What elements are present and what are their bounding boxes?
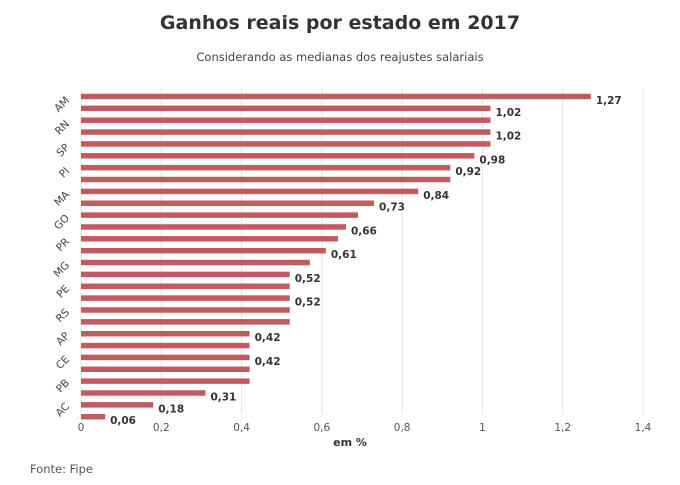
bar [81, 271, 290, 278]
bar [81, 212, 358, 218]
bar [81, 330, 250, 337]
bar [81, 295, 290, 301]
category-label: SP [54, 142, 72, 160]
bar [81, 164, 451, 171]
category-label: PR [54, 236, 72, 254]
x-tick-label: 1,4 [635, 422, 652, 434]
bar [81, 283, 290, 290]
category-label: CE [54, 354, 72, 372]
data-label: 0,42 [255, 356, 281, 368]
bar [81, 105, 491, 112]
category-label: GO [52, 212, 72, 232]
data-label: 0,52 [295, 297, 321, 309]
x-axis-label: em % [333, 436, 367, 449]
data-label: 1,02 [495, 131, 521, 143]
x-axis-ticks: 0 0,2 0,4 0,6 0,8 1 1,2 1,4 [78, 422, 652, 434]
bar [81, 342, 250, 349]
category-label: PE [54, 283, 72, 301]
category-label: MG [51, 259, 72, 280]
x-tick-label: 0,4 [233, 422, 250, 434]
bar [81, 224, 346, 230]
chart-title: Ganhos reais por estado em 2017 [159, 12, 521, 34]
data-label: 0,42 [255, 332, 281, 344]
bar [81, 354, 250, 361]
category-label: AP [54, 330, 72, 348]
data-label: 0,52 [295, 273, 321, 285]
data-label: 0,98 [479, 154, 505, 166]
x-tick-label: 0 [78, 422, 85, 434]
bar [81, 402, 154, 408]
data-label: 1,02 [495, 107, 521, 119]
bar [81, 413, 106, 420]
category-label: PI [57, 165, 72, 180]
x-tick-label: 1,2 [554, 422, 571, 434]
category-label: PB [54, 377, 72, 395]
bar [81, 319, 290, 325]
bar [81, 176, 451, 183]
bar [81, 200, 375, 206]
data-label: 0,06 [110, 415, 136, 427]
data-label: 0,84 [423, 190, 449, 202]
bar [81, 141, 491, 147]
bar [81, 153, 475, 159]
category-labels: AM RN SP PI MA GO PR MG PE RS AP CE PB AC [51, 95, 72, 420]
data-label: 0,18 [158, 403, 184, 415]
category-label: AM [52, 95, 72, 115]
bar [81, 247, 326, 254]
bars [81, 93, 591, 420]
category-label: RN [53, 118, 72, 137]
data-label: 0,73 [379, 202, 405, 214]
data-label: 1,27 [596, 95, 622, 107]
category-label: MA [52, 188, 73, 209]
bar [81, 236, 338, 242]
x-tick-label: 0,8 [394, 422, 411, 434]
category-label: RS [54, 306, 73, 325]
data-labels: 1,27 1,02 1,02 0,980,92 0,84 0,730,66 0,61 0,52… [110, 95, 622, 427]
category-label: AC [53, 401, 72, 420]
bar [81, 366, 250, 373]
x-tick-label: 0,6 [314, 422, 331, 434]
source-note: Fonte: Fipe [30, 462, 93, 476]
bar-chart: 1,271,021,020,980,920,840,730,660,610,52… [51, 88, 652, 449]
data-label: 0,31 [210, 392, 236, 404]
bar [81, 307, 290, 313]
bar [81, 129, 491, 135]
data-label: 0,61 [331, 249, 357, 261]
bar [81, 188, 419, 195]
chart-subtitle: Considerando as medianas dos reajustes s… [196, 50, 484, 64]
bar [81, 93, 591, 100]
data-label: 0,92 [455, 166, 481, 178]
x-tick-label: 0,2 [153, 422, 170, 434]
x-tick-label: 1 [479, 422, 486, 434]
data-label: 0,66 [351, 225, 377, 237]
bar [81, 117, 491, 123]
bar [81, 378, 250, 384]
bar [81, 259, 310, 266]
bar [81, 390, 206, 396]
